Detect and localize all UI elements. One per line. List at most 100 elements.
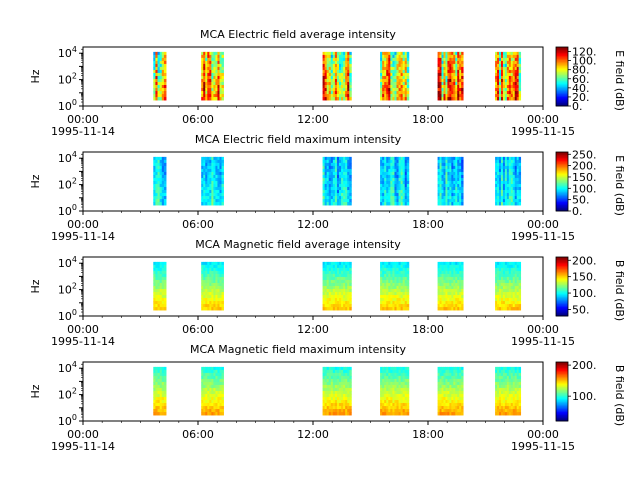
colorbar-label: B field (dB) <box>613 260 626 321</box>
panel-title: MCA Magnetic field maximum intensity <box>190 343 406 356</box>
x-tick-label: 06:00 <box>182 323 214 336</box>
x-tick-label: 00:00 <box>67 323 99 336</box>
x-tick-label: 12:00 <box>297 323 329 336</box>
heatmap-segment <box>437 366 464 416</box>
colorbar-tick-label: 0. <box>572 100 583 113</box>
colorbar-tick-label: 120. <box>572 46 597 59</box>
x-tick-label: 00:00 <box>527 323 559 336</box>
y-tick-label: 104 <box>58 45 77 60</box>
panel-1: MCA Electric field average intensity 100 1… <box>29 28 626 138</box>
y-tick-label: 102 <box>58 72 77 87</box>
x-tick-label: 18:00 <box>412 113 444 126</box>
colorbar-tick-label: 60. <box>572 73 590 86</box>
y-tick-label: 102 <box>58 282 77 297</box>
colorbar-tick-label: 250. <box>572 148 597 161</box>
x-date-label: 1995-11-14 <box>51 125 115 138</box>
y-tick-label: 104 <box>58 255 77 270</box>
x-date-label: 1995-11-15 <box>511 335 575 348</box>
heatmap-segment <box>153 156 167 206</box>
y-tick-label: 104 <box>58 150 77 165</box>
colorbar-tick-label: 200. <box>572 359 597 372</box>
x-date-label: 1995-11-15 <box>511 440 575 453</box>
x-date-label: 1995-11-14 <box>51 440 115 453</box>
colorbar: 100. 200. B field (dB) <box>555 359 626 426</box>
y-tick-label: 100 <box>58 98 77 113</box>
y-tick-label: 100 <box>58 308 77 323</box>
colorbar: 50. 100. 150. 200. B field (dB) <box>555 254 626 321</box>
heatmap-segment <box>380 156 410 206</box>
colorbar-tick-label: 150. <box>572 271 597 284</box>
x-date-label: 1995-11-15 <box>511 230 575 243</box>
x-tick-label: 18:00 <box>412 323 444 336</box>
y-tick-label: 100 <box>58 203 77 218</box>
plot-frame <box>82 361 544 422</box>
heatmap-segment <box>437 261 464 311</box>
x-tick-label: 18:00 <box>412 218 444 231</box>
heatmap-segment <box>437 51 464 101</box>
colorbar-tick-label: 200. <box>572 254 597 267</box>
heatmap-segment <box>201 51 224 101</box>
heatmap-segment <box>380 51 410 101</box>
x-tick-label: 12:00 <box>297 113 329 126</box>
colorbar-tick-label: 150. <box>572 171 597 184</box>
colorbar-tick-label: 40. <box>572 82 590 95</box>
x-tick-label: 12:00 <box>297 428 329 441</box>
y-tick-label: 100 <box>58 413 77 428</box>
colorbar: 0.20.40.60.80.100.120. E field (dB) <box>555 46 626 113</box>
colorbar-label: B field (dB) <box>613 365 626 426</box>
heatmap-segment <box>322 261 352 311</box>
heatmap-segment <box>437 156 464 206</box>
colorbar: 0.50.100.150.200.250. E field (dB) <box>555 148 626 218</box>
panel-4: MCA Magnetic field maximum intensity 100 1… <box>29 343 626 453</box>
panel-title: MCA Electric field maximum intensity <box>195 133 402 146</box>
heatmap-segment <box>153 51 167 101</box>
colorbar-tick-label: 50. <box>572 194 590 207</box>
heatmap-segment <box>380 366 410 416</box>
panel-2: MCA Electric field maximum intensity 100 1… <box>29 133 626 243</box>
colorbar-tick-label: 0. <box>572 205 583 218</box>
y-tick-label: 102 <box>58 387 77 402</box>
x-tick-label: 00:00 <box>527 218 559 231</box>
y-axis-label: Hz <box>29 279 42 293</box>
heatmap-segment <box>201 261 224 311</box>
x-tick-label: 06:00 <box>182 113 214 126</box>
colorbar-tick-label: 50. <box>572 303 590 316</box>
heatmap-segment <box>380 261 410 311</box>
panel-title: MCA Electric field average intensity <box>200 28 396 41</box>
heatmap-segment <box>495 156 522 206</box>
heatmap-segment <box>201 156 224 206</box>
heatmap-segment <box>322 366 352 416</box>
y-axis-label: Hz <box>29 174 42 188</box>
y-axis-label: Hz <box>29 384 42 398</box>
colorbar-label: E field (dB) <box>613 155 626 216</box>
x-tick-label: 00:00 <box>67 113 99 126</box>
x-tick-label: 00:00 <box>67 218 99 231</box>
colorbar-tick-label: 80. <box>572 64 590 77</box>
heatmap-segment <box>153 261 167 311</box>
x-tick-label: 06:00 <box>182 428 214 441</box>
colorbar-tick-label: 100. <box>572 55 597 68</box>
x-date-label: 1995-11-14 <box>51 230 115 243</box>
y-tick-label: 104 <box>58 360 77 375</box>
colorbar-tick-label: 100. <box>572 287 597 300</box>
x-tick-label: 06:00 <box>182 218 214 231</box>
colorbar-label: E field (dB) <box>613 50 626 111</box>
x-tick-label: 00:00 <box>527 428 559 441</box>
x-tick-label: 00:00 <box>67 428 99 441</box>
plot-frame <box>82 151 544 212</box>
heatmap-segment <box>495 261 522 311</box>
plot-frame <box>82 256 544 317</box>
heatmap-segment <box>322 51 352 101</box>
panel-title: MCA Magnetic field average intensity <box>195 238 401 251</box>
x-date-label: 1995-11-14 <box>51 335 115 348</box>
panel-3: MCA Magnetic field average intensity 100 1… <box>29 238 626 348</box>
x-tick-label: 12:00 <box>297 218 329 231</box>
heatmap-segment <box>322 156 352 206</box>
x-tick-label: 00:00 <box>527 113 559 126</box>
heatmap-segment <box>201 366 224 416</box>
colorbar-tick-label: 200. <box>572 160 597 173</box>
heatmap-segment <box>153 366 167 416</box>
heatmap-segment <box>495 366 522 416</box>
